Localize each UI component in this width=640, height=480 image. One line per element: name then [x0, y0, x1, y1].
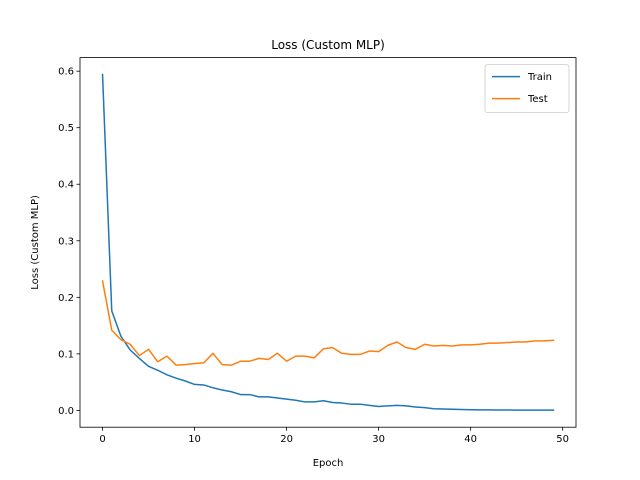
y-tick-label: 0.3 [58, 236, 74, 247]
legend-label-train: Train [527, 72, 552, 83]
series-line-test [101, 280, 555, 366]
legend: Train Test [484, 64, 570, 113]
legend-box [484, 64, 570, 113]
y-tick-label: 0.4 [58, 180, 74, 191]
x-tick-label: 20 [280, 434, 293, 445]
series-line-train [101, 73, 555, 411]
x-tick-label: 40 [464, 434, 477, 445]
y-axis-ticks: 0.0 0.1 0.2 0.3 0.4 0.5 0.6 [58, 67, 80, 417]
y-axis-label: Loss (Custom MLP) [30, 195, 41, 290]
chart-title: Loss (Custom MLP) [271, 38, 385, 52]
y-tick-label: 0.0 [58, 406, 74, 417]
x-tick-label: 30 [372, 434, 385, 445]
x-axis-ticks: 0 10 20 30 40 50 [99, 427, 569, 445]
y-tick-label: 0.2 [58, 293, 74, 304]
y-tick-label: 0.5 [58, 123, 74, 134]
x-tick-label: 0 [99, 434, 105, 445]
y-tick-label: 0.1 [58, 349, 74, 360]
x-tick-label: 10 [188, 434, 201, 445]
series-lines [101, 73, 555, 411]
x-axis-label: Epoch [313, 458, 344, 469]
plot-frame [79, 57, 577, 428]
y-tick-label: 0.6 [58, 67, 74, 78]
x-tick-label: 50 [556, 434, 569, 445]
legend-label-test: Test [527, 94, 548, 105]
